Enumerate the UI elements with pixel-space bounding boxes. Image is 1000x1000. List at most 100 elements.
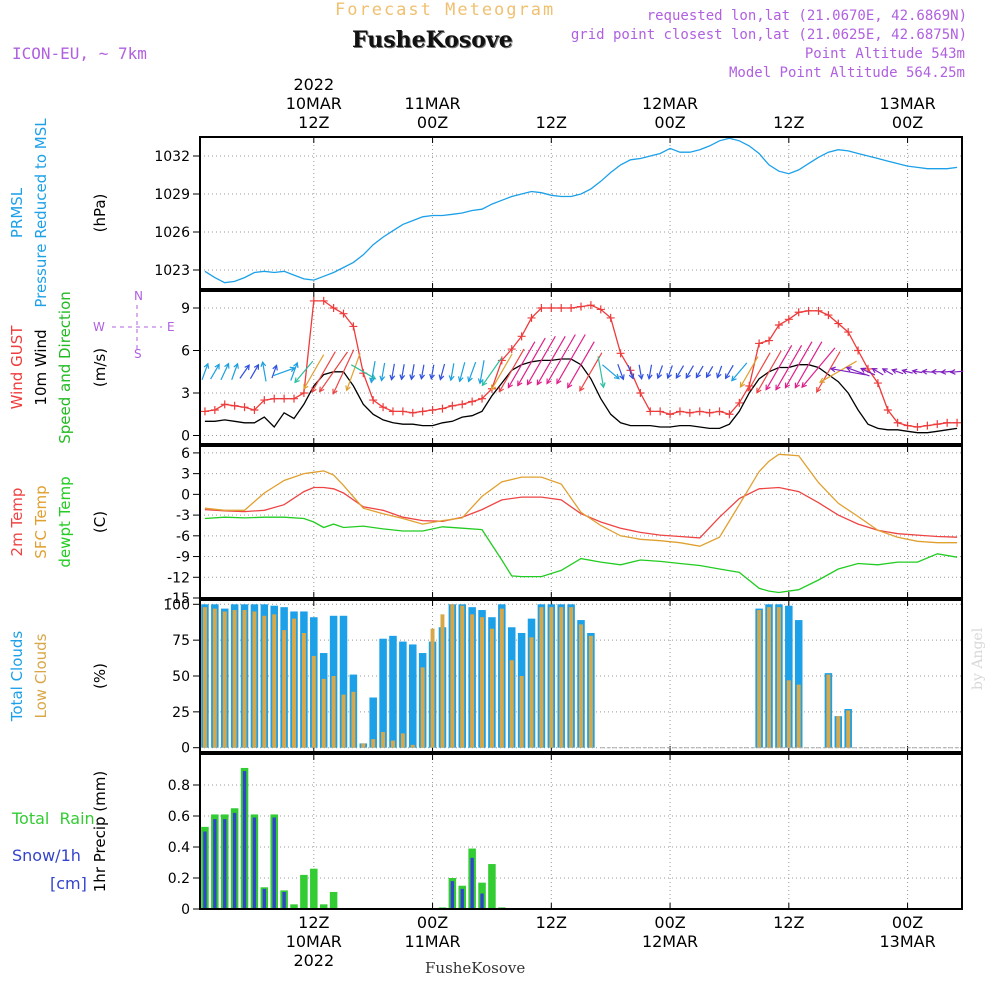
y-tick-label: 1032 bbox=[154, 149, 190, 165]
top-time-label: 12Z bbox=[298, 113, 329, 132]
y-tick-label: 50 bbox=[172, 669, 190, 685]
wind-arrow-head bbox=[467, 376, 473, 383]
wind-arrow bbox=[390, 363, 395, 380]
wind-arrow-head bbox=[233, 362, 239, 369]
gust-point bbox=[725, 410, 734, 419]
gust-point bbox=[210, 406, 219, 414]
wind-arrow-head bbox=[203, 362, 210, 369]
wind-arrow-head bbox=[224, 362, 230, 369]
rain-legend-label: Total Rain bbox=[11, 809, 95, 828]
top-time-label: 12Z bbox=[536, 113, 567, 132]
low-cloud-bar bbox=[480, 617, 485, 748]
wind-arrow bbox=[319, 351, 348, 392]
low-cloud-bar bbox=[420, 667, 425, 748]
compass-cross bbox=[112, 305, 162, 352]
low-cloud-bar bbox=[509, 660, 514, 748]
wind-arrow bbox=[846, 367, 870, 377]
low-cloud-bar bbox=[776, 607, 781, 748]
wind-arrow-head bbox=[599, 382, 606, 389]
snow-bar bbox=[232, 812, 237, 909]
wind-arrow-head bbox=[765, 384, 771, 391]
gust-point bbox=[379, 403, 388, 412]
gust-point bbox=[458, 400, 467, 409]
gust-point bbox=[923, 421, 932, 430]
y-tick-label: 0 bbox=[181, 741, 190, 757]
gust-point bbox=[844, 328, 853, 337]
panel-4: 0 25 50 75 100 (%) Total Clouds Low Clouds bbox=[8, 597, 963, 757]
wind-arrow bbox=[271, 365, 278, 379]
wind-arrow-head bbox=[646, 373, 653, 381]
wind-arrow bbox=[481, 357, 502, 386]
gust-point bbox=[666, 410, 675, 419]
footer-location: FusheKosove bbox=[425, 959, 526, 977]
rain-bar bbox=[329, 891, 338, 909]
wind-arrow bbox=[350, 364, 376, 380]
snow-bar bbox=[480, 893, 484, 909]
series-line-sfc-temp bbox=[204, 453, 958, 547]
wind-arrow bbox=[273, 367, 295, 377]
bottom-time-label: 13MAR bbox=[879, 932, 935, 951]
wind-arrow bbox=[332, 349, 355, 394]
wind-arrow-head bbox=[628, 373, 635, 380]
snow-unit-label: [cm] bbox=[50, 874, 87, 893]
gust-point bbox=[438, 404, 447, 413]
wind-arrow bbox=[567, 341, 595, 388]
y-tick-label: 6 bbox=[181, 446, 190, 462]
wind-arrow bbox=[739, 356, 759, 388]
low-cloud-bar bbox=[549, 607, 554, 748]
total-cloud-bar bbox=[409, 644, 417, 748]
wind-arrow bbox=[747, 352, 771, 392]
low-cloud-bar bbox=[499, 608, 504, 748]
wind-arrow bbox=[706, 366, 714, 378]
wind-arrow-head bbox=[409, 374, 416, 381]
y-axis-label: (C) bbox=[91, 511, 109, 533]
low-cloud-bar bbox=[539, 607, 544, 748]
wind-arrow bbox=[597, 356, 605, 388]
wind-arrow-head bbox=[490, 384, 497, 391]
wind-arrow-head bbox=[389, 374, 396, 381]
wind-arrow-head bbox=[318, 386, 325, 393]
panel-label: Wind GUST bbox=[8, 325, 26, 410]
wind-arrow bbox=[220, 363, 230, 381]
gust-point bbox=[735, 398, 744, 407]
top-time-label: 10MAR bbox=[286, 94, 342, 113]
bottom-time-label: 12MAR bbox=[642, 932, 698, 951]
gust-point bbox=[319, 296, 328, 305]
low-cloud-bar bbox=[361, 743, 366, 748]
low-cloud-bar bbox=[212, 608, 217, 748]
wind-arrow-head bbox=[794, 382, 800, 389]
wind-arrow bbox=[716, 365, 723, 378]
y-axis-label: 1hr Precip (mm) bbox=[91, 771, 109, 892]
wind-arrow bbox=[556, 334, 586, 384]
wind-arrow bbox=[801, 347, 836, 388]
gust-point bbox=[656, 407, 665, 416]
gust-point bbox=[290, 394, 299, 403]
wind-arrow-head bbox=[725, 373, 731, 380]
wind-arrow bbox=[922, 370, 933, 373]
rain-bar bbox=[300, 874, 308, 909]
total-cloud-bar bbox=[399, 641, 407, 748]
wind-arrow bbox=[498, 348, 525, 393]
y-tick-label: 100 bbox=[163, 597, 190, 613]
total-cloud-bar bbox=[369, 697, 377, 748]
wind-arrow-head bbox=[369, 377, 375, 384]
wind-arrow-head bbox=[429, 373, 435, 381]
wind-arrow bbox=[912, 370, 923, 374]
gust-point bbox=[260, 396, 269, 405]
gust-point bbox=[755, 339, 764, 348]
wind-arrow bbox=[459, 362, 466, 382]
wind-arrows bbox=[201, 334, 964, 395]
y-tick-label: 75 bbox=[172, 633, 190, 649]
gust-point bbox=[250, 406, 259, 414]
wind-arrow bbox=[860, 367, 876, 376]
top-time-label: 00Z bbox=[654, 113, 685, 132]
wind-arrow-head bbox=[289, 366, 296, 373]
point-altitude: Point Altitude 543m bbox=[804, 46, 965, 62]
wind-arrow-head bbox=[244, 364, 250, 371]
y-tick-label: -15 bbox=[167, 591, 190, 607]
gust-point bbox=[200, 407, 209, 416]
wind-arrow-head bbox=[332, 388, 338, 395]
y-tick-label: 0.8 bbox=[168, 778, 190, 794]
gust-point bbox=[596, 305, 605, 314]
gust-point bbox=[408, 408, 417, 417]
